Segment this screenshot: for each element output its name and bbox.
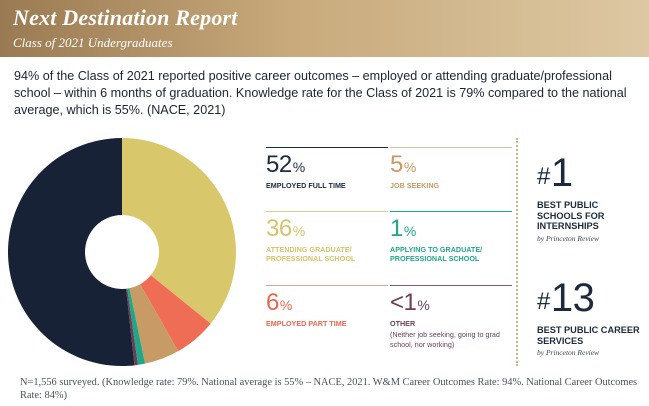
stat-value: 6 — [266, 289, 279, 316]
stat-value: 5 — [390, 151, 403, 178]
stat-value: 1 — [390, 215, 403, 242]
rank-hash: # — [537, 163, 550, 190]
donut-slice-attending-graduate-professional-school — [122, 138, 236, 324]
stat-label: ATTENDING GRADUATE/ PROFESSIONAL SCHOOL — [266, 245, 356, 263]
stat-other: <1% OTHER (Neither job seeking, going to… — [390, 285, 512, 349]
rank-title: BEST PUBLIC CAREER SERVICES — [537, 325, 640, 346]
stat-label: APPLYING TO GRADUATE/ PROFESSIONAL SCHOO… — [390, 245, 483, 263]
stat-rule — [390, 211, 512, 212]
dotted-divider — [516, 138, 518, 366]
rank-source: by Princeton Review — [537, 348, 600, 357]
stat-value: <1 — [390, 289, 417, 316]
stat-unit: % — [417, 297, 430, 313]
outcomes-donut-chart — [8, 138, 236, 366]
rank-title: BEST PUBLIC SCHOOLS FOR INTERNSHIPS — [537, 200, 605, 231]
stat-note: (Neither job seeking, going to grad scho… — [390, 330, 500, 349]
stat-unit: % — [292, 223, 305, 239]
stat-attending-graduate-school: 36% ATTENDING GRADUATE/ PROFESSIONAL SCH… — [266, 211, 388, 263]
stat-rule — [266, 211, 388, 212]
stat-rule — [390, 285, 512, 286]
ranking-career-services: #13 BEST PUBLIC CAREER SERVICES by Princ… — [537, 277, 645, 357]
stat-label: EMPLOYED FULL TIME — [266, 181, 346, 190]
stat-unit: % — [292, 159, 305, 175]
stat-label: OTHER — [390, 319, 416, 328]
stat-unit: % — [403, 223, 416, 239]
stat-unit: % — [279, 297, 292, 313]
rank-number: 1 — [550, 151, 573, 195]
stat-employed-part-time: 6% EMPLOYED PART TIME — [266, 285, 388, 328]
donut-hole — [85, 215, 159, 289]
stat-job-seeking: 5% JOB SEEKING — [390, 147, 512, 190]
stat-value: 36 — [266, 215, 292, 242]
stat-value: 52 — [266, 151, 292, 178]
stat-rule — [390, 147, 512, 148]
report-title: Next Destination Report — [13, 5, 238, 30]
donut-slice-employed-full-time — [8, 138, 135, 366]
footnote: N=1,556 surveyed. (Knowledge rate: 79%. … — [20, 377, 638, 401]
intro-paragraph: 94% of the Class of 2021 reported positi… — [14, 69, 627, 117]
stat-rule — [266, 285, 388, 286]
stat-label: JOB SEEKING — [390, 181, 440, 190]
ranking-internships: #1 BEST PUBLIC SCHOOLS FOR INTERNSHIPS b… — [537, 152, 645, 243]
stat-employed-full-time: 52% EMPLOYED FULL TIME — [266, 147, 388, 190]
header-banner: Next Destination Report Class of 2021 Un… — [0, 0, 649, 57]
report-subtitle: Class of 2021 Undergraduates — [13, 35, 173, 50]
rank-number: 13 — [550, 276, 595, 320]
stat-rule — [266, 147, 388, 148]
rank-hash: # — [537, 288, 550, 315]
rank-source: by Princeton Review — [537, 233, 600, 243]
stat-applying-graduate-school: 1% APPLYING TO GRADUATE/ PROFESSIONAL SC… — [390, 211, 512, 263]
stat-label: EMPLOYED PART TIME — [266, 319, 347, 328]
stat-unit: % — [403, 159, 416, 175]
